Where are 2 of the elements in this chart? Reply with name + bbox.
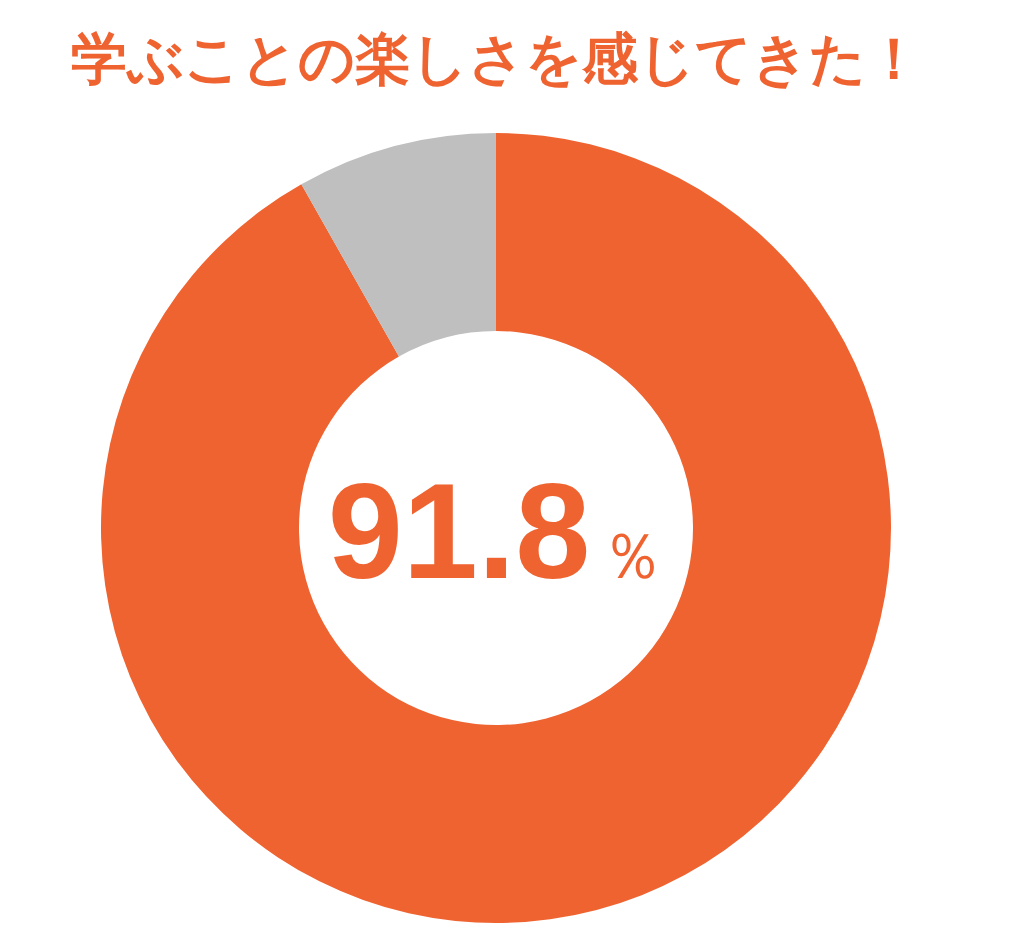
chart-title: 学ぶことの楽しさを感じてきた！ bbox=[70, 26, 922, 91]
text: 91.8％ bbox=[327, 456, 665, 607]
